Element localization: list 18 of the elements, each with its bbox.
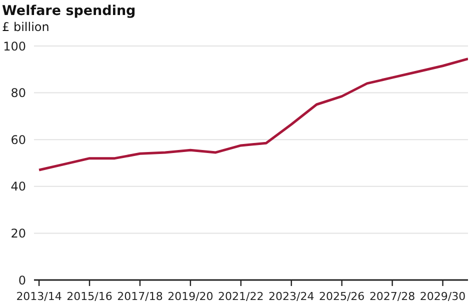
chart-title: Welfare spending: [2, 3, 136, 19]
y-tick-label: 60: [10, 132, 26, 147]
x-tick-label: 2023/24: [268, 290, 314, 303]
y-tick-label: 100: [3, 39, 26, 54]
y-tick-label: 40: [10, 180, 26, 194]
x-tick-label: 2019/20: [168, 290, 214, 303]
chart-subtitle: £ billion: [2, 20, 50, 34]
x-tick-label: 2013/14: [16, 290, 62, 303]
x-tick-label: 2015/16: [66, 290, 112, 303]
y-tick-label: 20: [10, 226, 26, 240]
x-tick-label: 2027/28: [369, 290, 416, 303]
x-tick-label: 2025/26: [318, 290, 365, 303]
x-tick-label: 2029/30: [420, 290, 466, 303]
x-tick-label: 2017/18: [117, 290, 163, 303]
y-tick-label: 80: [10, 86, 26, 100]
y-tick-label: 0: [18, 273, 26, 288]
x-tick-label: 2021/22: [218, 290, 264, 303]
line-series: [38, 58, 468, 172]
